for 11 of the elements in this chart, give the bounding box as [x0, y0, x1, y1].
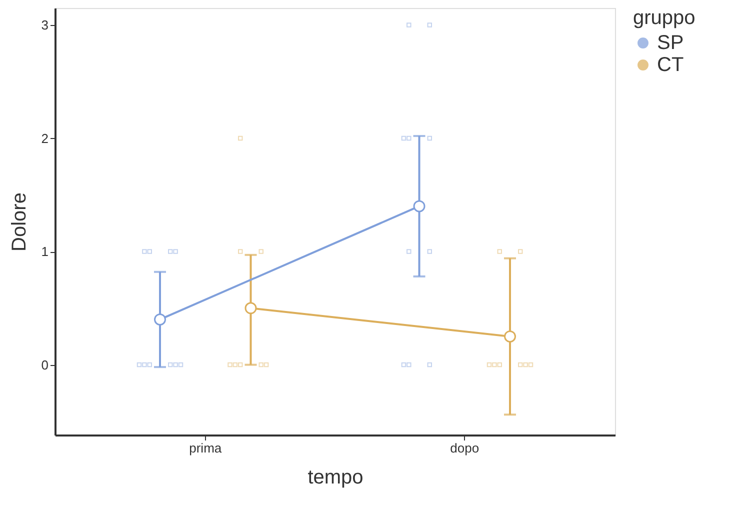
legend-title: gruppo: [633, 7, 696, 29]
y-tick-label: 2: [41, 130, 48, 146]
y-tick-label: 1: [41, 244, 48, 260]
y-axis-title: Dolore: [8, 192, 30, 252]
x-tick-label: prima: [189, 440, 222, 456]
x-axis-title: tempo: [308, 466, 364, 488]
x-tick-label: dopo: [450, 440, 480, 456]
legend-label: SP: [657, 32, 684, 54]
y-tick-label: 0: [41, 357, 48, 372]
y-tick-label: 3: [41, 17, 48, 32]
legend-label: CT: [657, 54, 684, 76]
